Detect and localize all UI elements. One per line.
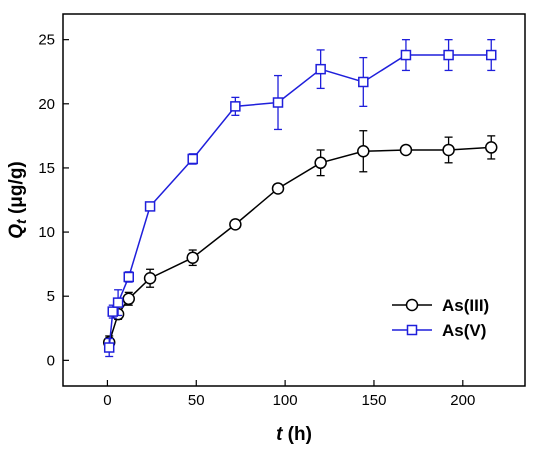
x-tick-label-2: 100 bbox=[273, 392, 298, 409]
series-0-point-4 bbox=[186, 251, 199, 264]
legend-marker-circle bbox=[405, 298, 419, 312]
series-1-line bbox=[108, 54, 492, 348]
series-0-point-8 bbox=[357, 145, 370, 158]
axis-ticks: 0 50 100 150 200 0 5 10 15 20 25 bbox=[38, 32, 475, 409]
series-0-point-10 bbox=[442, 143, 455, 157]
series-0-point-3 bbox=[143, 271, 157, 285]
series-1-point-11 bbox=[443, 49, 454, 61]
x-tick-label-0: 0 bbox=[103, 392, 111, 409]
y-tick-label-5: 25 bbox=[38, 32, 55, 49]
series-0-point-5 bbox=[229, 218, 242, 231]
series-1-point-6 bbox=[230, 101, 241, 112]
series-1-point-12 bbox=[485, 49, 497, 61]
series-0-point-9 bbox=[399, 143, 413, 157]
series-1-point-5 bbox=[187, 153, 198, 165]
series-1-point-2 bbox=[112, 297, 124, 308]
series-1-point-4 bbox=[144, 201, 156, 212]
y-tick-label-1: 5 bbox=[47, 288, 55, 305]
legend-item-as-iii: As(III) bbox=[392, 296, 489, 315]
y-axis-title: Qt (μg/g) bbox=[6, 161, 29, 239]
x-tick-label-3: 150 bbox=[361, 392, 386, 409]
legend-label-as-iii: As(III) bbox=[442, 296, 489, 315]
series-1 bbox=[103, 39, 497, 358]
y-tick-label-3: 15 bbox=[38, 160, 55, 177]
x-axis-unit: (h) bbox=[282, 424, 312, 445]
legend-label-as-v: As(V) bbox=[442, 321, 486, 340]
y-axis-variable: Q bbox=[6, 224, 27, 239]
legend-marker-square bbox=[406, 324, 418, 336]
y-axis-subscript: t bbox=[13, 218, 29, 224]
x-tick-label-4: 200 bbox=[450, 392, 475, 409]
series-0-point-2 bbox=[122, 292, 135, 306]
series-1-point-7 bbox=[272, 97, 284, 108]
legend-item-as-v: As(V) bbox=[392, 321, 486, 340]
series-0-line bbox=[108, 146, 492, 343]
y-axis-unit: (μg/g) bbox=[6, 161, 27, 219]
series-0-point-11 bbox=[484, 141, 498, 154]
series-1-point-3 bbox=[123, 271, 134, 283]
plot-frame bbox=[62, 13, 526, 387]
series-1-point-8 bbox=[315, 63, 326, 75]
series-0 bbox=[102, 130, 498, 350]
series-1-point-0 bbox=[103, 342, 115, 353]
series-0-point-7 bbox=[314, 156, 327, 170]
y-tick-label-0: 0 bbox=[47, 352, 55, 369]
series-1-point-10 bbox=[400, 49, 412, 61]
x-tick-label-1: 50 bbox=[188, 392, 205, 409]
y-tick-label-2: 10 bbox=[38, 224, 55, 241]
series-1-point-9 bbox=[358, 76, 369, 88]
series-1-point-1 bbox=[107, 306, 119, 317]
x-axis-title: t (h) bbox=[276, 424, 312, 445]
x-axis-variable: t bbox=[276, 424, 283, 445]
y-tick-label-4: 20 bbox=[38, 96, 55, 113]
series-0-point-6 bbox=[271, 182, 285, 195]
series-layer bbox=[102, 39, 498, 358]
legend: As(III) As(V) bbox=[392, 296, 489, 340]
